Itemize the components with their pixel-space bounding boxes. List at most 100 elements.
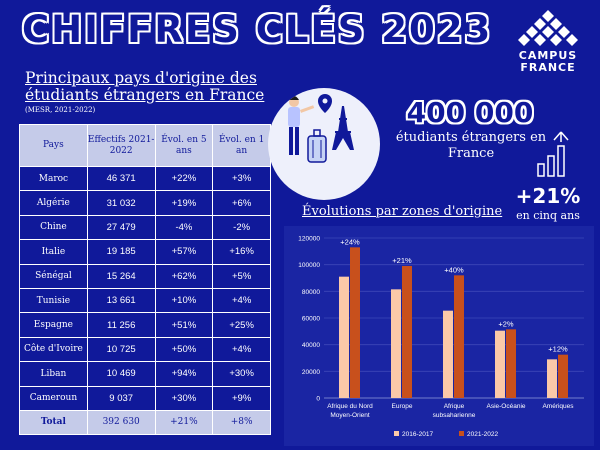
total-label: Total: [19, 409, 88, 435]
campus-france-logo: CAMPUS FRANCE: [512, 8, 584, 74]
y-tick-label: 80000: [302, 289, 320, 296]
x-tick-label: Afrique du Nord: [327, 403, 373, 410]
suitcase-icon: [307, 129, 327, 163]
x-tick-label: subsaharienne: [433, 412, 476, 419]
table-header-row: Pays Effectifs 2021-2022 Évol. en 5 ans …: [19, 124, 271, 167]
header-evol-5-ans: Évol. en 5 ans: [154, 124, 214, 167]
cell-effectifs: 27 479: [86, 214, 156, 241]
cell-effectifs: 10 725: [86, 336, 156, 363]
students-count: 400 000: [406, 96, 534, 129]
bar-2016-2017: [495, 330, 505, 398]
legend-swatch: [394, 431, 399, 436]
bar-2016-2017: [443, 310, 453, 398]
countries-table: Pays Effectifs 2021-2022 Évol. en 5 ans …: [19, 124, 271, 435]
chart-panel: 0 20000 40000 60000 80000 100000 120000 +24% Afr…: [284, 226, 594, 446]
table-row: Liban 10 469 +94% +30%: [19, 361, 271, 387]
bar-annotation: +2%: [498, 319, 514, 328]
cell-evol-1: +25%: [212, 312, 271, 338]
cell-pays: Algérie: [19, 190, 88, 216]
logo-line-1: CAMPUS: [518, 49, 578, 62]
chart-title: Évolutions par zones d'origine: [302, 204, 503, 219]
cell-pays: Chine: [19, 214, 88, 241]
page-title: CHIFFRES CLÉS 2023: [22, 8, 493, 51]
table-source: (MESR, 2021-2022): [25, 106, 96, 114]
x-tick-label: Europe: [392, 403, 413, 410]
bar-2021-2022: [506, 329, 516, 398]
growth-caption: en cinq ans: [516, 209, 580, 222]
bar-2021-2022: [454, 275, 464, 398]
y-tick-label: 120000: [298, 236, 320, 243]
cell-evol-5: -4%: [154, 214, 214, 241]
cell-pays: Maroc: [19, 165, 88, 192]
table-row: Côte d'Ivoire 10 725 +50% +4%: [19, 336, 271, 363]
cell-pays: Cameroun: [19, 385, 88, 411]
table-row: Tunisie 13 661 +10% +4%: [19, 287, 271, 314]
cell-evol-1: +6%: [212, 190, 271, 216]
cell-evol-5: +50%: [154, 336, 214, 363]
bar-2016-2017: [547, 359, 557, 398]
y-tick-label: 100000: [298, 262, 320, 269]
x-tick-label: Moyen-Orient: [330, 412, 370, 419]
cell-evol-5: +62%: [154, 263, 214, 289]
bar-2021-2022: [350, 247, 360, 398]
cell-effectifs: 46 371: [86, 165, 156, 192]
bar-annotation: +24%: [340, 237, 360, 246]
cell-effectifs: 13 661: [86, 287, 156, 314]
header-pays: Pays: [19, 124, 88, 167]
cell-effectifs: 10 469: [86, 361, 156, 387]
cell-pays: Côte d'Ivoire: [19, 336, 88, 363]
table-row: Algérie 31 032 +19% +6%: [19, 190, 271, 216]
bar-2016-2017: [391, 289, 401, 398]
cell-evol-5: +19%: [154, 190, 214, 216]
cell-evol-5: +10%: [154, 287, 214, 314]
cell-effectifs: 11 256: [86, 312, 156, 338]
table-total-row: Total 392 630 +21% +8%: [19, 409, 271, 435]
cell-effectifs: 15 264: [86, 263, 156, 289]
table-row: Cameroun 9 037 +30% +9%: [19, 385, 271, 411]
table-heading: Principaux pays d'origine des étudiants …: [25, 69, 265, 104]
growth-bars-icon: [537, 131, 569, 177]
y-tick-label: 0: [316, 396, 320, 403]
cell-evol-1: +3%: [212, 165, 271, 192]
table-row: Italie 19 185 +57% +16%: [19, 239, 271, 265]
campus-france-logo-icon: [518, 10, 578, 46]
logo-line-2: FRANCE: [520, 61, 576, 74]
legend-swatch: [459, 431, 464, 436]
bar-annotation: +12%: [548, 345, 568, 354]
cell-pays: Espagne: [19, 312, 88, 338]
cell-evol-1: +4%: [212, 287, 271, 314]
cell-effectifs: 9 037: [86, 385, 156, 411]
cell-evol-5: +57%: [154, 239, 214, 265]
cell-evol-1: +4%: [212, 336, 271, 363]
cell-evol-1: +16%: [212, 239, 271, 265]
cell-pays: Sénégal: [19, 263, 88, 289]
table-row: Espagne 11 256 +51% +25%: [19, 312, 271, 338]
globe-illustration: [268, 88, 380, 200]
y-tick-label: 20000: [302, 369, 320, 376]
x-tick-label: Afrique: [444, 403, 465, 410]
cell-evol-5: +22%: [154, 165, 214, 192]
table-row: Maroc 46 371 +22% +3%: [19, 165, 271, 192]
zones-bar-chart: 0 20000 40000 60000 80000 100000 120000 +24% Afr…: [298, 236, 584, 438]
traveler-illustration-icon: [288, 96, 315, 155]
legend-label: 2021-2022: [467, 431, 498, 438]
y-tick-label: 60000: [302, 316, 320, 323]
table-row: Sénégal 15 264 +62% +5%: [19, 263, 271, 289]
cell-effectifs: 31 032: [86, 190, 156, 216]
cell-pays: Tunisie: [19, 287, 88, 314]
cell-evol-1: -2%: [212, 214, 271, 241]
cell-evol-5: +94%: [154, 361, 214, 387]
cell-pays: Liban: [19, 361, 88, 387]
cell-evol-1: +5%: [212, 263, 271, 289]
location-pin-icon: [318, 94, 332, 113]
header-effectifs: Effectifs 2021-2022: [86, 124, 156, 167]
eiffel-tower-icon: [332, 106, 354, 150]
cell-evol-5: +51%: [154, 312, 214, 338]
x-tick-label: Amériques: [542, 403, 574, 410]
legend-label: 2016-2017: [402, 431, 433, 438]
cell-evol-1: +30%: [212, 361, 271, 387]
cell-pays: Italie: [19, 239, 88, 265]
table-row: Chine 27 479 -4% -2%: [19, 214, 271, 241]
students-caption: étudiants étrangers en France: [395, 130, 547, 161]
total-effectifs: 392 630: [86, 409, 156, 435]
